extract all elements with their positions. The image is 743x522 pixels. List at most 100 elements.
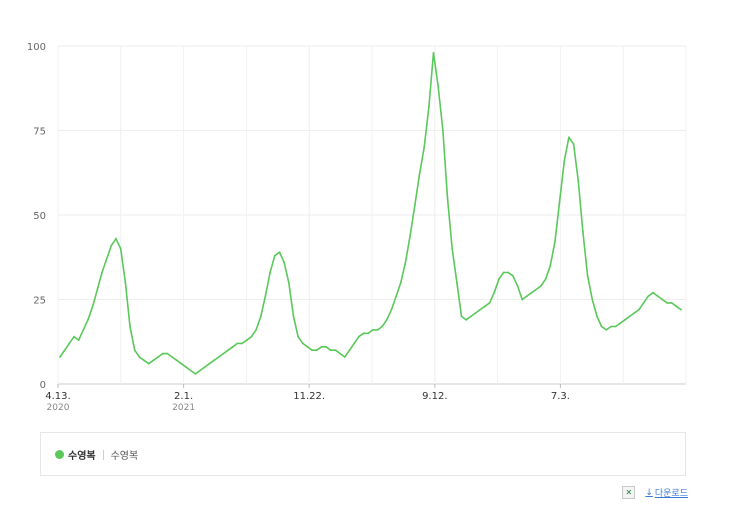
data-point: [619, 322, 622, 325]
data-point: [339, 352, 342, 355]
data-point: [259, 315, 262, 318]
data-point: [638, 308, 640, 311]
data-point: [554, 241, 556, 243]
legend-series-name: 수영복: [68, 451, 96, 462]
data-point: [656, 295, 659, 297]
data-point: [572, 143, 575, 145]
data-point: [600, 325, 603, 328]
data-point: [563, 160, 566, 162]
data-point: [404, 261, 407, 264]
data-point: [124, 281, 127, 284]
y-tick-label: 25: [33, 296, 46, 307]
data-point: [334, 349, 337, 352]
data-point: [91, 305, 94, 308]
data-point: [68, 342, 71, 345]
data-point: [670, 302, 673, 304]
data-point: [73, 335, 75, 338]
data-point: [222, 352, 225, 355]
data-point: [488, 302, 491, 304]
data-point: [231, 345, 234, 348]
data-point: [507, 271, 510, 274]
data-point: [77, 339, 80, 341]
data-point: [283, 261, 285, 264]
data-point: [161, 352, 164, 355]
data-point: [652, 291, 654, 294]
legend-separator: [102, 449, 104, 460]
data-point: [315, 349, 318, 352]
data-point: [512, 274, 514, 277]
download-arrow-icon: ↓: [645, 487, 653, 498]
data-point: [474, 312, 477, 314]
data-point: [493, 291, 496, 294]
data-point: [530, 291, 533, 294]
data-point: [470, 315, 472, 318]
data-point: [521, 298, 524, 301]
data-point: [311, 349, 313, 352]
data-point: [133, 349, 136, 352]
excel-icon[interactable]: ✕: [622, 486, 636, 499]
data-point: [245, 339, 248, 341]
data-point: [348, 349, 351, 352]
data-point: [157, 356, 160, 358]
data-point: [59, 356, 61, 358]
data-point: [213, 359, 216, 362]
data-point: [432, 51, 435, 54]
data-point: [418, 173, 421, 176]
y-tick-label: 100: [27, 42, 46, 53]
data-point: [208, 362, 211, 365]
data-point: [87, 318, 89, 321]
data-point: [63, 349, 66, 352]
data-point: [661, 298, 664, 301]
data-point: [568, 136, 570, 139]
download-label: 다운로드: [654, 489, 688, 499]
data-point: [395, 295, 398, 297]
data-point: [456, 281, 458, 284]
data-point: [287, 281, 290, 284]
data-point: [409, 234, 412, 237]
data-point: [642, 302, 645, 304]
data-point: [577, 180, 580, 183]
data-point: [273, 254, 276, 257]
data-point: [343, 356, 346, 358]
data-point: [680, 308, 682, 311]
data-point: [320, 345, 323, 348]
data-point: [306, 345, 309, 348]
data-point: [357, 335, 360, 338]
data-point: [325, 345, 327, 348]
data-point: [175, 359, 178, 362]
data-point: [269, 271, 271, 274]
data-point: [110, 244, 113, 247]
x-tick-label: 9.12.: [422, 391, 447, 402]
data-point: [614, 325, 617, 328]
data-point: [203, 366, 206, 368]
data-point: [484, 305, 486, 308]
data-point: [292, 315, 295, 318]
data-point: [101, 271, 103, 274]
data-point: [465, 318, 468, 321]
x-tick-label: 4.13.: [45, 391, 70, 402]
grid-lines: [57, 45, 687, 385]
data-point: [250, 335, 253, 338]
data-point: [166, 352, 169, 355]
data-point: [428, 105, 430, 108]
data-point: [423, 146, 426, 149]
data-point: [115, 237, 117, 240]
data-point: [675, 305, 678, 308]
download-link[interactable]: ↓ 다운로드: [645, 486, 688, 500]
data-point: [596, 315, 598, 318]
data-point: [119, 247, 122, 250]
data-point: [171, 356, 174, 358]
legend: 수영복 수영복: [40, 432, 686, 476]
data-point: [143, 359, 145, 362]
data-point: [498, 278, 500, 281]
data-point: [217, 356, 220, 358]
data-point: [633, 312, 636, 314]
data-point: [605, 329, 608, 331]
data-point: [241, 342, 244, 345]
legend-item[interactable]: 수영복 수영복: [55, 447, 138, 462]
data-point: [367, 332, 370, 335]
data-point: [185, 366, 188, 368]
data-point: [82, 329, 85, 331]
data-point: [199, 369, 202, 372]
data-point: [460, 315, 463, 318]
